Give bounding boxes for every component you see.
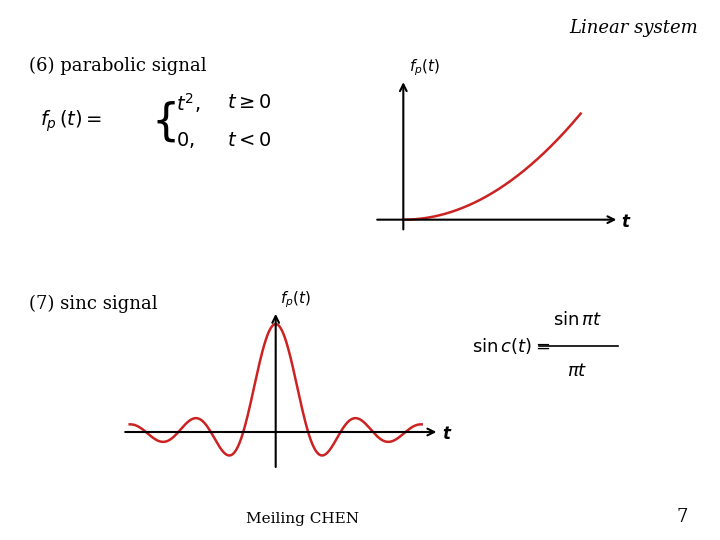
Text: $\bfit{t}$: $\bfit{t}$: [621, 214, 631, 231]
Text: 7: 7: [676, 509, 688, 526]
Text: $\mathrm{sin}\,c(t)=$: $\mathrm{sin}\,c(t)=$: [472, 335, 550, 356]
Text: $t \geq 0$: $t \geq 0$: [227, 93, 271, 112]
Text: $\bfit{t}$: $\bfit{t}$: [442, 426, 453, 443]
Text: $t < 0$: $t < 0$: [227, 131, 271, 150]
Text: $f_p(t)$: $f_p(t)$: [409, 57, 440, 78]
Text: $\pi t$: $\pi t$: [567, 362, 588, 380]
Text: $f_p(t)$: $f_p(t)$: [280, 289, 311, 310]
Text: $0,$: $0,$: [176, 130, 195, 151]
Text: (6) parabolic signal: (6) parabolic signal: [29, 57, 207, 75]
Text: (7) sinc signal: (7) sinc signal: [29, 294, 158, 313]
Text: $t^2,$: $t^2,$: [176, 91, 201, 114]
Text: $\sin\pi t$: $\sin\pi t$: [553, 312, 602, 329]
Text: Linear system: Linear system: [570, 19, 698, 37]
Text: $\{$: $\{$: [151, 99, 176, 144]
Text: $f_p\,(t) =$: $f_p\,(t) =$: [40, 109, 102, 134]
Text: Meiling CHEN: Meiling CHEN: [246, 512, 359, 526]
